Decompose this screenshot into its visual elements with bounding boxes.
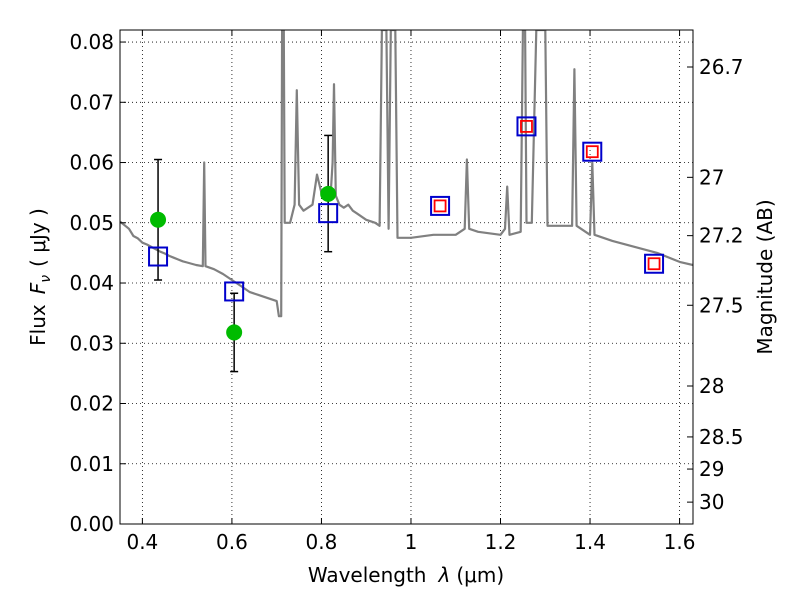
plot-frame <box>119 29 694 525</box>
y2-tick-label: 27.2 <box>699 224 744 248</box>
plot-area <box>120 30 693 373</box>
x-tick-label: 1.4 <box>574 530 606 554</box>
y2-tick-label: 26.7 <box>699 55 744 79</box>
y2-tick-label: 27 <box>699 165 724 189</box>
y-tick-label: 0.01 <box>69 452 114 476</box>
y-tick-label: 0.07 <box>69 90 114 114</box>
x-axis-label: Wavelength λ (μm) <box>308 563 504 587</box>
y-tick-label: 0.04 <box>69 271 114 295</box>
model-square <box>224 281 245 302</box>
model-square <box>148 246 169 267</box>
y2-tick-label: 29 <box>699 457 724 481</box>
model-square <box>516 116 537 137</box>
model-square <box>582 141 603 162</box>
plot-content <box>120 30 693 373</box>
observed-point <box>150 211 167 228</box>
y2-tick-label: 27.5 <box>699 293 744 317</box>
model-square-inner <box>520 119 533 133</box>
x-tick-label: 0.6 <box>216 530 248 554</box>
x-tick-label: 1.6 <box>664 530 696 554</box>
y-tick-label: 0.05 <box>69 211 114 235</box>
y-tick-label: 0.00 <box>69 512 114 536</box>
y2-tick-label: 28.5 <box>699 425 744 449</box>
model-square-inner <box>585 145 599 159</box>
y2-tick-label: 30 <box>699 490 724 514</box>
observed-point <box>226 324 243 341</box>
y2-tick-label: 28 <box>699 374 724 398</box>
y2-axis: 26.7 27 27.2 27.5 28 28.5 29 30 <box>687 55 744 514</box>
x-tick-label: 0.4 <box>126 530 158 554</box>
y-axis: 0.00 0.01 0.02 0.03 0.04 0.05 0.06 0.07 0.08 <box>69 30 126 536</box>
x-axis: 0.4 0.6 0.8 1 1.2 1.4 1.6 <box>126 30 695 554</box>
observed-point <box>320 185 337 202</box>
model-square <box>430 195 451 216</box>
x-tick-label: 0.8 <box>306 530 338 554</box>
y-tick-label: 0.06 <box>69 151 114 175</box>
y-tick-label: 0.02 <box>69 392 114 416</box>
y-tick-label: 0.08 <box>69 30 114 54</box>
model-square <box>644 253 665 274</box>
model-square <box>318 203 339 224</box>
x-tick-label: 1 <box>405 530 418 554</box>
y-tick-label: 0.03 <box>69 331 114 355</box>
y-axis-label: FluxFν( μJy ) <box>26 208 54 346</box>
y2-axis-label: Magnitude (AB) <box>753 199 777 354</box>
model-square-inner <box>647 257 661 271</box>
model-square-inner <box>433 199 447 213</box>
x-tick-label: 1.2 <box>485 530 517 554</box>
